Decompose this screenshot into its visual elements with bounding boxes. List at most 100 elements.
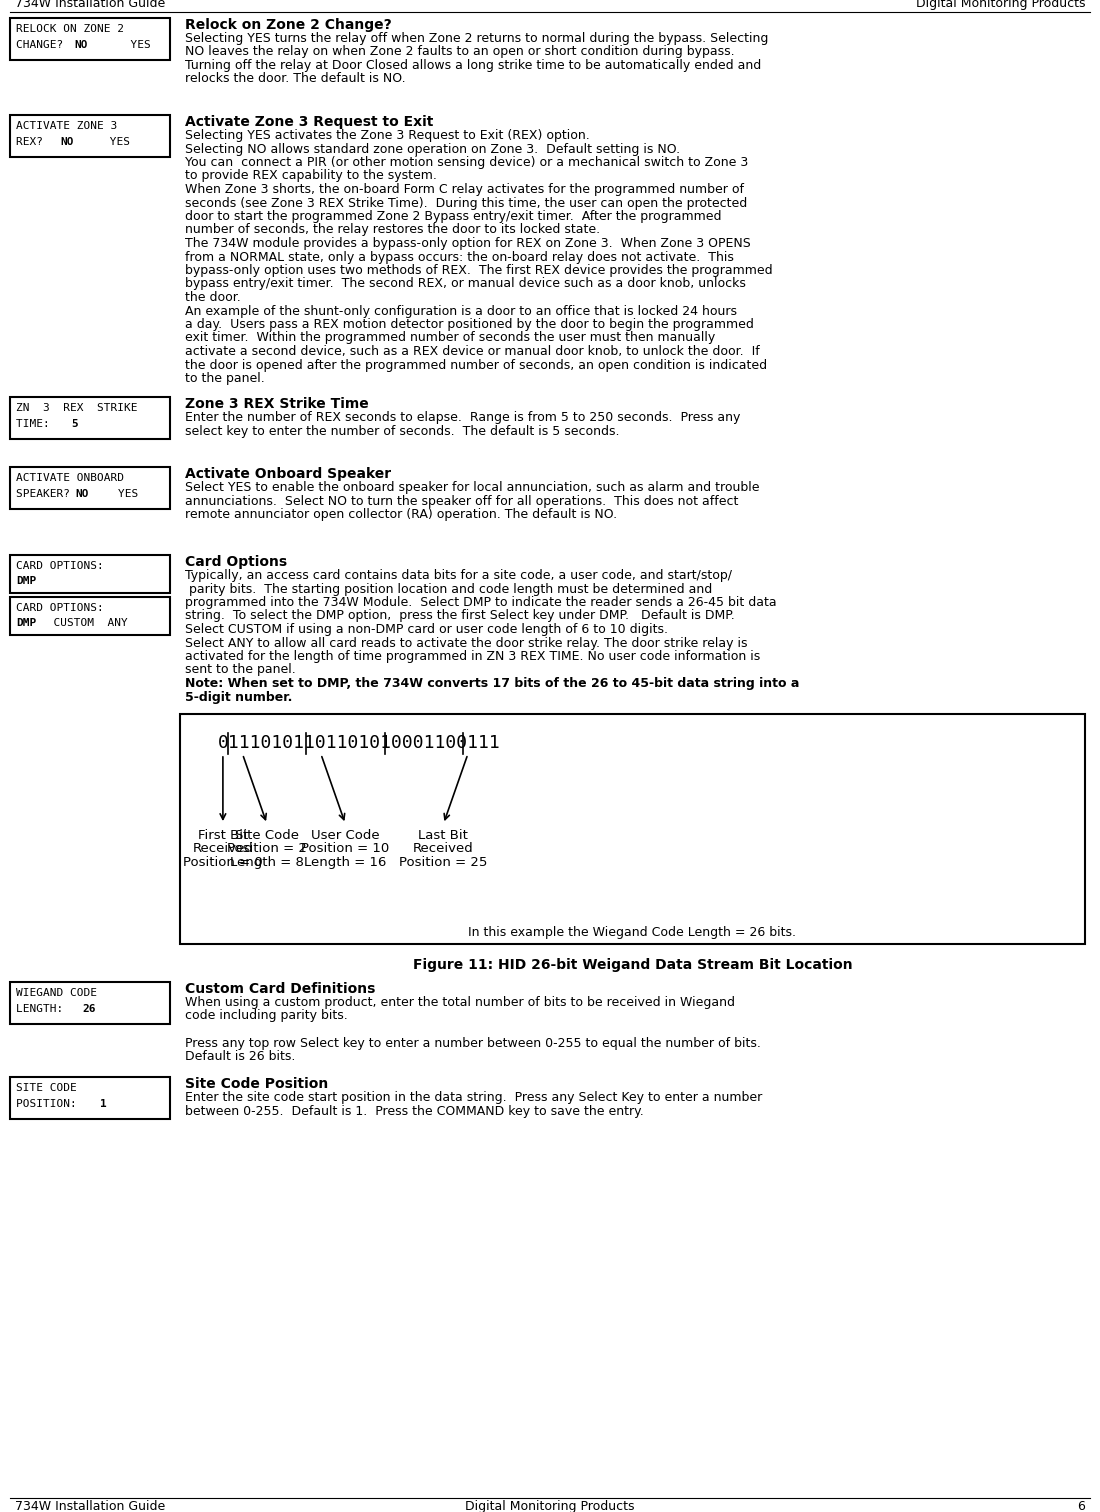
Text: 01110101101101010001100111: 01110101101101010001100111 — [218, 733, 500, 751]
Text: CUSTOM  ANY: CUSTOM ANY — [40, 618, 128, 627]
Text: Position = 0: Position = 0 — [183, 856, 263, 869]
Text: to provide REX capability to the system.: to provide REX capability to the system. — [185, 169, 437, 183]
Text: activate a second device, such as a REX device or manual door knob, to unlock th: activate a second device, such as a REX … — [185, 345, 760, 358]
Text: activated for the length of time programmed in ZN 3 REX TIME. No user code infor: activated for the length of time program… — [185, 650, 760, 662]
Text: Select CUSTOM if using a non-DMP card or user code length of 6 to 10 digits.: Select CUSTOM if using a non-DMP card or… — [185, 623, 668, 637]
Text: seconds (see Zone 3 REX Strike Time).  During this time, the user can open the p: seconds (see Zone 3 REX Strike Time). Du… — [185, 197, 747, 210]
Text: sent to the panel.: sent to the panel. — [185, 664, 296, 676]
Text: Digital Monitoring Products: Digital Monitoring Products — [465, 1500, 635, 1512]
Bar — [10, 981, 170, 1024]
Text: RELOCK ON ZONE 2: RELOCK ON ZONE 2 — [16, 24, 124, 33]
Text: Digital Monitoring Products: Digital Monitoring Products — [915, 0, 1085, 11]
Text: User Code: User Code — [311, 829, 379, 842]
Text: 6: 6 — [1077, 1500, 1085, 1512]
Text: When using a custom product, enter the total number of bits to be received in Wi: When using a custom product, enter the t… — [185, 996, 735, 1009]
Bar — [180, 714, 1085, 943]
Text: Turning off the relay at Door Closed allows a long strike time to be automatical: Turning off the relay at Door Closed all… — [185, 59, 761, 73]
Text: relocks the door. The default is NO.: relocks the door. The default is NO. — [185, 73, 406, 86]
Text: Selecting YES activates the Zone 3 Request to Exit (REX) option.: Selecting YES activates the Zone 3 Reque… — [185, 129, 590, 142]
Text: 5: 5 — [72, 419, 78, 429]
Text: DMP: DMP — [16, 618, 36, 627]
Text: CARD OPTIONS:: CARD OPTIONS: — [16, 603, 103, 612]
Text: Select YES to enable the onboard speaker for local annunciation, such as alarm a: Select YES to enable the onboard speaker… — [185, 481, 759, 494]
Text: exit timer.  Within the programmed number of seconds the user must then manually: exit timer. Within the programmed number… — [185, 331, 719, 345]
Text: Enter the site code start position in the data string.  Press any Select Key to : Enter the site code start position in th… — [185, 1092, 762, 1104]
Text: string.  To select the DMP option,  press the first Select key under DMP.   Defa: string. To select the DMP option, press … — [185, 609, 735, 623]
Text: 734W Installation Guide: 734W Installation Guide — [15, 0, 165, 11]
Text: Position = 2: Position = 2 — [227, 842, 307, 856]
Text: Length = 16: Length = 16 — [305, 856, 386, 869]
Text: Note: When set to DMP, the 734W converts 17 bits of the 26 to 45-bit data string: Note: When set to DMP, the 734W converts… — [185, 677, 800, 689]
Text: Site Code Position: Site Code Position — [185, 1077, 328, 1092]
Text: NO leaves the relay on when Zone 2 faults to an open or short condition during b: NO leaves the relay on when Zone 2 fault… — [185, 45, 735, 59]
Text: SPEAKER?: SPEAKER? — [16, 488, 77, 499]
Bar — [10, 1077, 170, 1119]
Text: ZN  3  REX  STRIKE: ZN 3 REX STRIKE — [16, 404, 138, 413]
Text: POSITION:: POSITION: — [16, 1099, 103, 1108]
Text: CARD OPTIONS:: CARD OPTIONS: — [16, 561, 103, 572]
Text: WIEGAND CODE: WIEGAND CODE — [16, 987, 97, 998]
Text: number of seconds, the relay restores the door to its locked state.: number of seconds, the relay restores th… — [185, 224, 601, 236]
Text: Figure 11: HID 26-bit Weigand Data Stream Bit Location: Figure 11: HID 26-bit Weigand Data Strea… — [412, 959, 852, 972]
Text: from a NORMAL state, only a bypass occurs: the on-board relay does not activate.: from a NORMAL state, only a bypass occur… — [185, 251, 734, 263]
Text: The 734W module provides a bypass-only option for REX on Zone 3.  When Zone 3 OP: The 734W module provides a bypass-only o… — [185, 237, 750, 249]
Text: 734W Installation Guide: 734W Installation Guide — [15, 1500, 165, 1512]
Text: Selecting NO allows standard zone operation on Zone 3.  Default setting is NO.: Selecting NO allows standard zone operat… — [185, 142, 680, 156]
Text: NO: NO — [75, 488, 88, 499]
Text: Length = 8: Length = 8 — [230, 856, 304, 869]
Text: ACTIVATE ONBOARD: ACTIVATE ONBOARD — [16, 473, 124, 482]
Text: Received: Received — [412, 842, 474, 856]
Text: TIME:: TIME: — [16, 419, 70, 429]
Text: 5-digit number.: 5-digit number. — [185, 691, 293, 703]
Bar — [10, 555, 170, 593]
Text: select key to enter the number of seconds.  The default is 5 seconds.: select key to enter the number of second… — [185, 425, 619, 437]
Text: between 0-255.  Default is 1.  Press the COMMAND key to save the entry.: between 0-255. Default is 1. Press the C… — [185, 1104, 644, 1117]
Text: to the panel.: to the panel. — [185, 372, 265, 386]
Text: door to start the programmed Zone 2 Bypass entry/exit timer.  After the programm: door to start the programmed Zone 2 Bypa… — [185, 210, 722, 222]
Text: parity bits.  The starting position location and code length must be determined : parity bits. The starting position locat… — [185, 582, 713, 596]
Text: code including parity bits.: code including parity bits. — [185, 1010, 348, 1022]
Text: DMP: DMP — [16, 576, 36, 587]
Text: When Zone 3 shorts, the on-board Form C relay activates for the programmed numbe: When Zone 3 shorts, the on-board Form C … — [185, 183, 744, 197]
Text: Press any top row Select key to enter a number between 0-255 to equal the number: Press any top row Select key to enter a … — [185, 1037, 761, 1049]
Text: YES: YES — [90, 39, 151, 50]
Text: NO: NO — [74, 39, 88, 50]
Text: Default is 26 bits.: Default is 26 bits. — [185, 1049, 296, 1063]
Text: Received: Received — [192, 842, 253, 856]
Bar — [10, 467, 170, 510]
Text: Custom Card Definitions: Custom Card Definitions — [185, 981, 375, 996]
Text: 26: 26 — [82, 1004, 96, 1015]
Text: remote annunciator open collector (RA) operation. The default is NO.: remote annunciator open collector (RA) o… — [185, 508, 617, 522]
Text: Enter the number of REX seconds to elapse.  Range is from 5 to 250 seconds.  Pre: Enter the number of REX seconds to elaps… — [185, 411, 740, 423]
Text: annunciations.  Select NO to turn the speaker off for all operations.  This does: annunciations. Select NO to turn the spe… — [185, 494, 738, 508]
Text: ACTIVATE ZONE 3: ACTIVATE ZONE 3 — [16, 121, 118, 132]
Text: Select ANY to allow all card reads to activate the door strike relay. The door s: Select ANY to allow all card reads to ac… — [185, 637, 748, 650]
Text: CHANGE?: CHANGE? — [16, 39, 77, 50]
Text: Selecting YES turns the relay off when Zone 2 returns to normal during the bypas: Selecting YES turns the relay off when Z… — [185, 32, 769, 45]
Text: Relock on Zone 2 Change?: Relock on Zone 2 Change? — [185, 18, 392, 32]
Text: NO: NO — [60, 138, 74, 147]
Text: You can  connect a PIR (or other motion sensing device) or a mechanical switch t: You can connect a PIR (or other motion s… — [185, 156, 748, 169]
Text: the door is opened after the programmed number of seconds, an open condition is : the door is opened after the programmed … — [185, 358, 767, 372]
Text: the door.: the door. — [185, 290, 241, 304]
Text: Position = 25: Position = 25 — [399, 856, 487, 869]
Text: a day.  Users pass a REX motion detector positioned by the door to begin the pro: a day. Users pass a REX motion detector … — [185, 318, 754, 331]
Text: 1: 1 — [100, 1099, 107, 1108]
Text: REX?: REX? — [16, 138, 56, 147]
Bar — [10, 597, 170, 635]
Text: bypass entry/exit timer.  The second REX, or manual device such as a door knob, : bypass entry/exit timer. The second REX,… — [185, 278, 746, 290]
Bar — [10, 18, 170, 60]
Text: programmed into the 734W Module.  Select DMP to indicate the reader sends a 26-4: programmed into the 734W Module. Select … — [185, 596, 777, 609]
Text: Last Bit: Last Bit — [418, 829, 469, 842]
Text: LENGTH:: LENGTH: — [16, 1004, 84, 1015]
Text: Activate Onboard Speaker: Activate Onboard Speaker — [185, 467, 392, 481]
Bar — [10, 398, 170, 438]
Text: YES: YES — [76, 138, 130, 147]
Text: bypass-only option uses two methods of REX.  The first REX device provides the p: bypass-only option uses two methods of R… — [185, 265, 772, 277]
Text: An example of the shunt-only configuration is a door to an office that is locked: An example of the shunt-only configurati… — [185, 304, 737, 318]
Text: In this example the Wiegand Code Length = 26 bits.: In this example the Wiegand Code Length … — [469, 925, 796, 939]
Text: Zone 3 REX Strike Time: Zone 3 REX Strike Time — [185, 398, 368, 411]
Text: First Bit: First Bit — [198, 829, 248, 842]
Text: YES: YES — [91, 488, 139, 499]
Text: Typically, an access card contains data bits for a site code, a user code, and s: Typically, an access card contains data … — [185, 569, 732, 582]
